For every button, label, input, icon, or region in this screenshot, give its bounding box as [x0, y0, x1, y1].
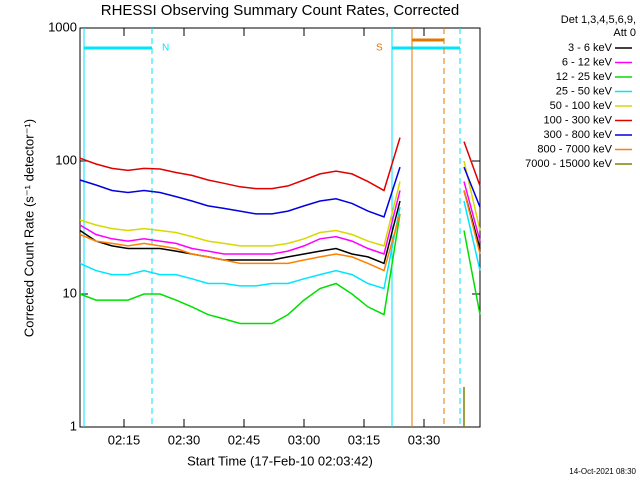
chart-title: RHESSI Observing Summary Count Rates, Co… — [101, 2, 459, 19]
y-tick-label: 1 — [70, 418, 77, 433]
series-line — [79, 137, 481, 192]
legend-label: 100 - 300 keV — [544, 114, 613, 126]
x-axis-label: Start Time (17-Feb-10 02:03:42) — [187, 453, 373, 468]
x-tick-label: 03:00 — [288, 432, 321, 447]
series-line — [79, 160, 481, 247]
plot-frame — [79, 27, 481, 428]
y-axis-label: Corrected Count Rate (s⁻¹ detector⁻¹) — [21, 119, 36, 337]
flag-label: S — [376, 43, 383, 54]
x-tick-label: 02:45 — [228, 432, 261, 447]
legend-label: 3 - 6 keV — [568, 42, 613, 54]
series-line — [79, 200, 481, 290]
x-tick-label: 03:15 — [348, 432, 381, 447]
series-line — [79, 190, 481, 272]
flag-label: N — [162, 43, 169, 54]
legend-header: Att 0 — [613, 27, 636, 39]
legend-label: 800 - 7000 keV — [537, 143, 612, 155]
x-tick-label: 02:30 — [168, 432, 201, 447]
legend-label: 300 - 800 keV — [544, 129, 613, 141]
series-line — [79, 166, 481, 218]
series-line — [79, 181, 481, 255]
x-tick-label: 02:15 — [108, 432, 141, 447]
series-line — [79, 213, 481, 325]
x-tick-label: 03:30 — [408, 432, 441, 447]
legend-label: 12 - 25 keV — [556, 71, 613, 83]
legend-label: 7000 - 15000 keV — [525, 158, 613, 170]
y-tick-label: 1000 — [48, 19, 77, 34]
y-tick-label: 10 — [63, 285, 77, 300]
legend-header: Det 1,3,4,5,6,9, — [561, 14, 636, 26]
legend-label: 50 - 100 keV — [550, 100, 613, 112]
legend-label: 25 - 50 keV — [556, 85, 613, 97]
y-tick-label: 100 — [55, 152, 77, 167]
timestamp: 14-Oct-2021 08:30 — [569, 467, 636, 476]
legend-label: 6 - 12 keV — [562, 56, 613, 68]
